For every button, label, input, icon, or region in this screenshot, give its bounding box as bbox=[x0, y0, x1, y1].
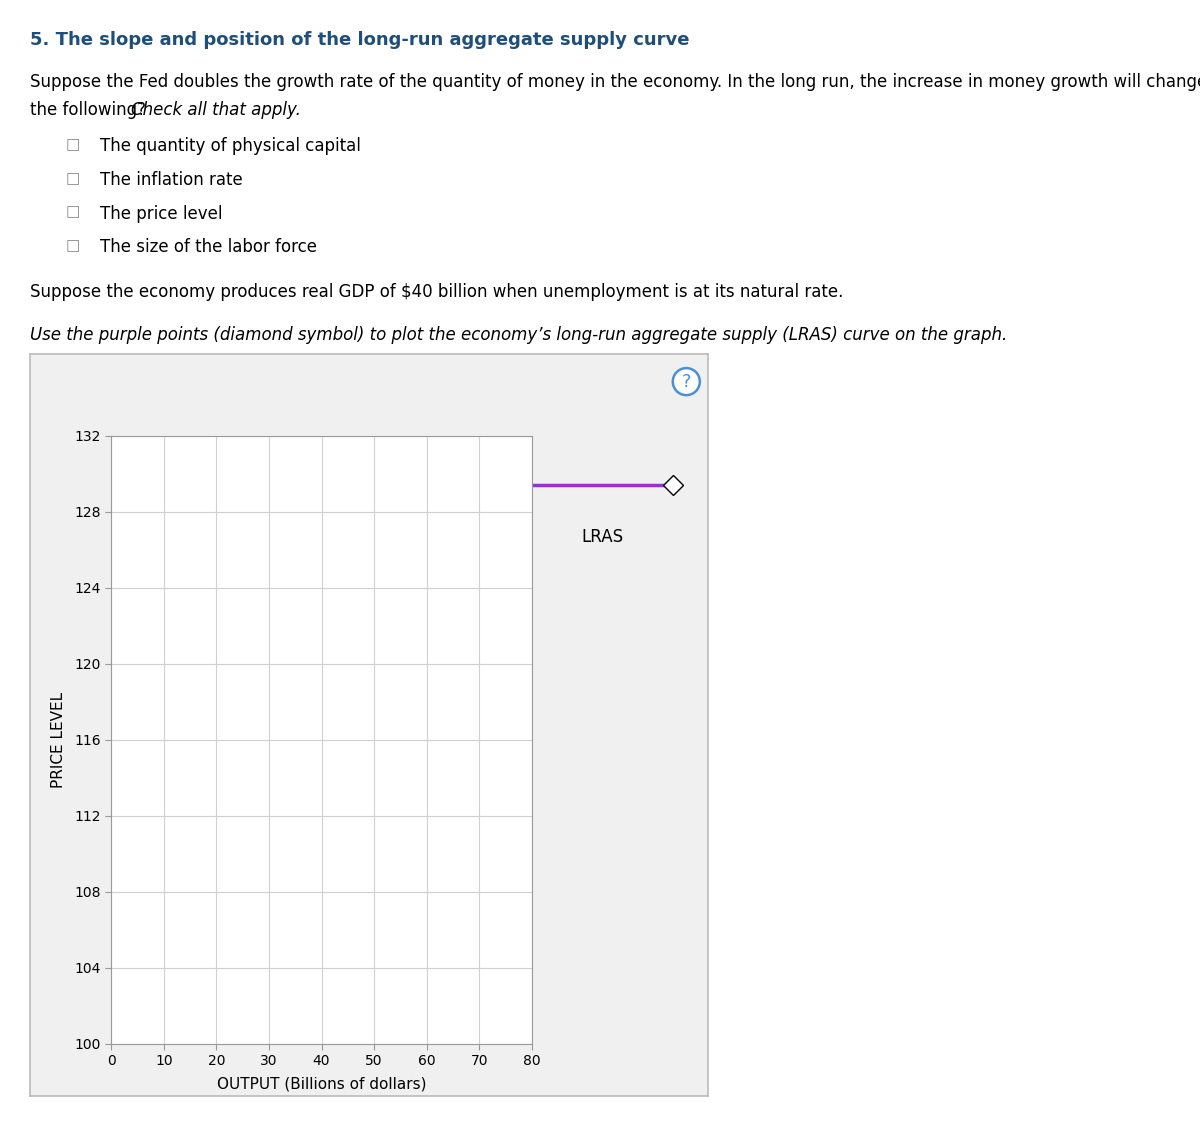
Text: Suppose the economy produces real GDP of $40 billion when unemployment is at its: Suppose the economy produces real GDP of… bbox=[30, 283, 844, 301]
Text: the following?: the following? bbox=[30, 101, 151, 119]
Text: □: □ bbox=[66, 238, 80, 253]
Text: □: □ bbox=[66, 171, 80, 185]
Text: □: □ bbox=[66, 137, 80, 152]
Text: ?: ? bbox=[682, 373, 691, 391]
Text: □: □ bbox=[66, 205, 80, 219]
Text: The inflation rate: The inflation rate bbox=[100, 171, 242, 189]
Text: The price level: The price level bbox=[100, 205, 222, 223]
X-axis label: OUTPUT (Billions of dollars): OUTPUT (Billions of dollars) bbox=[217, 1077, 426, 1091]
Text: Check all that apply.: Check all that apply. bbox=[131, 101, 301, 119]
Text: The quantity of physical capital: The quantity of physical capital bbox=[100, 137, 360, 155]
Text: The size of the labor force: The size of the labor force bbox=[100, 238, 317, 256]
Text: Use the purple points (diamond symbol) to plot the economy’s long-run aggregate : Use the purple points (diamond symbol) t… bbox=[30, 326, 1007, 344]
Text: 5. The slope and position of the long-run aggregate supply curve: 5. The slope and position of the long-ru… bbox=[30, 31, 690, 49]
Y-axis label: PRICE LEVEL: PRICE LEVEL bbox=[50, 691, 66, 788]
Text: LRAS: LRAS bbox=[581, 528, 623, 546]
Text: Suppose the Fed doubles the growth rate of the quantity of money in the economy.: Suppose the Fed doubles the growth rate … bbox=[30, 73, 1200, 91]
